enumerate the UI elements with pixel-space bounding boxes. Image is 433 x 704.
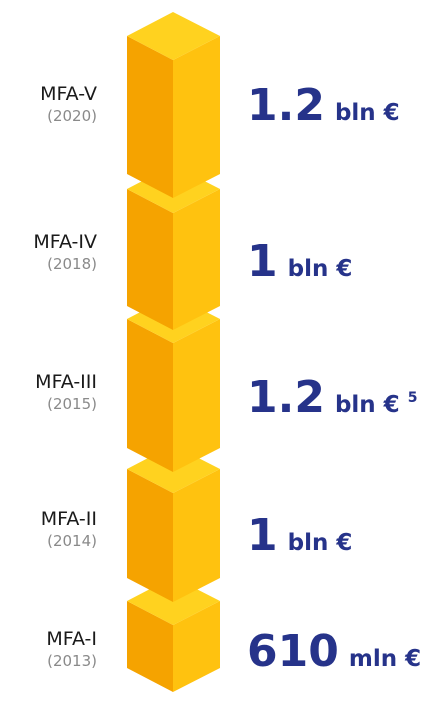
item-year: (2015)	[47, 395, 97, 413]
block-right-face	[173, 319, 220, 472]
amount-unit: bln €	[288, 530, 353, 556]
amount-unit: mln €	[349, 646, 421, 672]
amount-value: 1	[247, 236, 278, 287]
amount: 1.2 bln € 5	[247, 372, 417, 423]
item-label: MFA-I	[46, 628, 97, 650]
amount-unit: bln €	[288, 256, 353, 282]
amount-unit: bln €	[335, 100, 400, 126]
item-year: (2020)	[47, 107, 97, 125]
block-left-face	[127, 319, 173, 472]
item-year: (2018)	[47, 255, 97, 273]
amount: 1 bln €	[247, 236, 352, 287]
amount-value: 1.2	[247, 372, 325, 423]
amount-value: 1.2	[247, 80, 325, 131]
footnote: 5	[408, 390, 418, 406]
block-left-face	[127, 189, 173, 330]
block	[127, 12, 220, 198]
item-label: MFA-IV	[33, 231, 97, 253]
item-year: (2014)	[47, 532, 97, 550]
item-label: MFA-V	[40, 83, 97, 105]
amount: 610 mln €	[247, 626, 421, 677]
amount: 1 bln €	[247, 510, 352, 561]
item-year: (2013)	[47, 652, 97, 670]
amount-unit: bln €	[335, 392, 400, 418]
item-label: MFA-II	[41, 508, 97, 530]
block-left-face	[127, 36, 173, 198]
infographic: MFA-V (2020) 1.2 bln € MFA-IV (2018) 1 bln € MFA…	[0, 0, 433, 704]
item-label: MFA-III	[35, 371, 97, 393]
amount-value: 610	[247, 626, 339, 677]
block-right-face	[173, 189, 220, 330]
amount: 1.2 bln €	[247, 80, 400, 131]
block-right-face	[173, 36, 220, 198]
amount-value: 1	[247, 510, 278, 561]
